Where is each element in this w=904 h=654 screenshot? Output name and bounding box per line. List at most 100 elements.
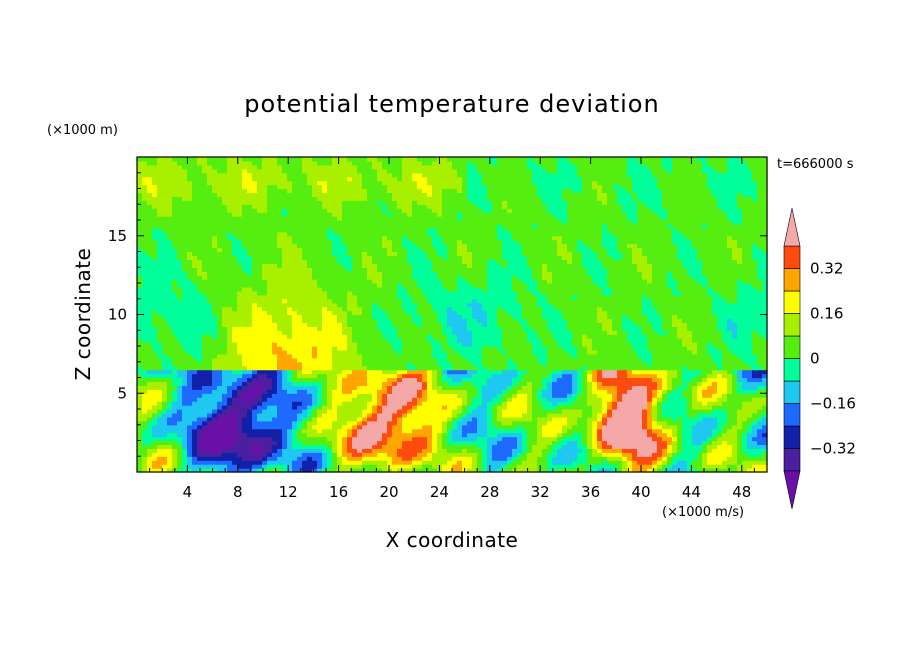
field-cell [537,294,548,300]
field-cell [337,436,343,442]
field-cell [207,176,243,182]
field-cell [582,184,593,190]
field-cell [572,251,583,257]
field-cell [462,448,468,453]
field-cell [257,468,268,473]
field-cell [722,424,733,430]
field-cell [657,464,663,469]
field-cell [647,361,653,367]
field-cell [237,377,248,383]
field-cell [657,385,663,390]
field-cell [657,444,668,449]
field-cell [762,424,768,430]
field-cell [697,456,703,461]
field-cell [157,334,178,339]
field-cell [547,298,643,304]
field-cell [147,468,168,473]
field-cell [202,290,238,296]
field-cell [502,346,533,351]
field-cell [412,436,428,442]
field-cell [187,424,198,430]
field-cell [597,444,603,449]
field-cell [222,405,228,410]
field-cell [277,157,303,162]
field-cell [672,436,678,442]
field-cell [717,365,723,371]
field-cell [322,200,343,205]
field-cell [257,416,273,422]
field-cell [757,385,768,390]
field-cell [152,440,178,446]
field-cell [177,251,188,257]
field-cell [552,389,573,394]
field-cell [267,389,278,394]
field-cell [712,432,718,438]
field-cell [227,160,253,166]
field-cell [447,436,453,442]
field-cell [482,448,488,453]
field-cell [272,346,283,351]
field-cell [267,200,323,205]
field-cell [342,200,378,205]
field-cell [252,322,278,327]
field-cell [347,338,353,343]
field-cell [492,160,498,166]
field-cell [752,176,768,182]
field-cell [392,385,423,390]
field-cell [322,412,338,418]
field-cell [467,184,488,190]
field-cell [632,318,648,323]
field-cell [732,220,743,225]
field-cell [682,338,693,343]
field-cell [282,448,323,453]
field-cell [657,412,663,418]
field-cell [362,172,378,178]
field-cell [447,448,463,453]
field-cell [527,444,533,449]
field-cell [212,184,243,190]
field-cell [502,306,523,312]
field-cell [232,460,263,465]
field-cell [252,405,258,410]
field-cell [592,180,598,186]
field-cell [632,247,643,253]
field-cell [202,428,238,434]
field-cell [277,361,303,367]
field-cell [537,302,553,308]
field-cell [667,168,673,174]
field-cell [342,322,348,327]
field-cell [762,365,768,371]
field-cell [137,223,498,229]
field-cell [402,346,433,351]
field-cell [527,160,538,166]
field-cell [547,168,558,174]
field-cell [182,267,198,272]
field-cell [282,208,288,213]
field-cell [162,314,218,320]
field-cell [267,286,323,292]
field-cell [477,424,488,430]
field-cell [587,460,603,465]
field-cell [457,251,473,257]
field-cell [402,208,413,213]
field-cell [442,377,453,383]
field-cell [472,259,488,264]
field-cell [417,184,433,190]
field-cell [282,468,288,473]
field-cell [502,464,508,469]
field-cell [322,204,343,209]
field-cell [332,440,338,446]
field-cell [577,444,588,449]
field-cell [202,424,208,430]
field-cell [237,306,253,312]
field-cell [637,212,658,217]
field-cell [262,456,268,461]
field-cell [707,172,753,178]
field-cell [462,405,468,410]
field-cell [632,460,638,465]
field-cell [487,188,538,194]
field-cell [527,286,538,292]
field-cell [467,393,478,398]
field-cell [192,432,198,438]
field-cell [557,448,583,453]
